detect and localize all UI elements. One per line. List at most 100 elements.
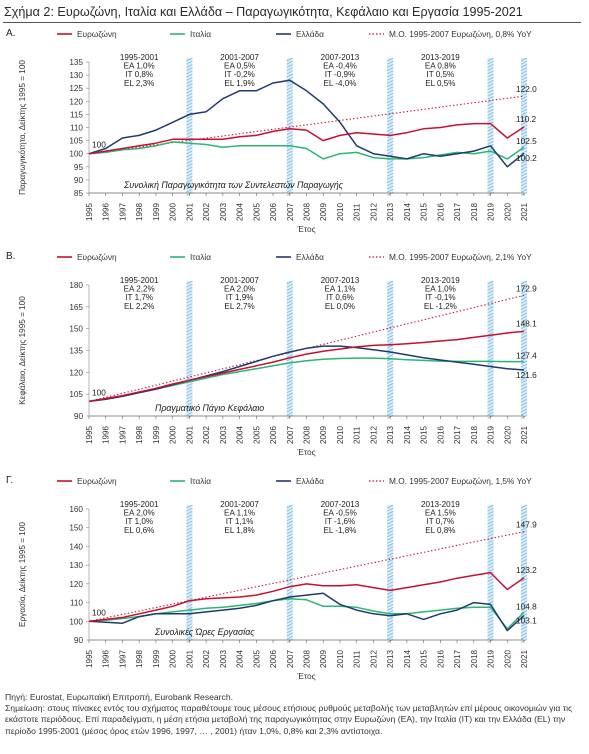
period-band-hatch — [520, 578, 528, 582]
period-band-hatch — [487, 629, 494, 634]
x-tick-label: 2014 — [403, 202, 412, 221]
period-band-hatch — [186, 389, 193, 394]
period-band-hatch — [386, 559, 394, 563]
period-note-line: EL 0,5% — [425, 79, 455, 88]
period-band-hatch — [186, 172, 193, 177]
period-band-hatch — [487, 89, 494, 94]
y-axis-title: Εργασία, Δείκτης 1995 = 100 — [18, 522, 27, 627]
x-tick-label: 1997 — [118, 202, 127, 221]
period-band-hatch — [386, 166, 394, 171]
x-tick-label: 2010 — [336, 649, 345, 668]
period-band-hatch — [520, 536, 528, 541]
period-band-hatch — [520, 137, 528, 142]
period-band-hatch — [286, 507, 293, 512]
period-band-hatch — [520, 354, 528, 358]
period-band-hatch — [386, 115, 394, 119]
period-band-hatch — [286, 328, 293, 333]
period-band-hatch — [520, 185, 528, 190]
period-band-hatch — [186, 166, 193, 171]
period-band-hatch — [487, 160, 494, 164]
period-band-hatch — [386, 335, 394, 339]
period-note-line: EL 2,2% — [124, 302, 154, 311]
period-band-hatch — [520, 176, 528, 180]
period-band-2019 — [487, 280, 494, 419]
period-band-hatch — [186, 616, 193, 621]
x-tick-label: 1998 — [135, 425, 144, 444]
period-band-hatch — [520, 179, 528, 183]
period-band-hatch — [286, 386, 293, 390]
period-band-hatch — [286, 373, 293, 378]
period-band-hatch — [487, 565, 494, 570]
period-band-hatch — [487, 527, 494, 531]
period-band-hatch — [487, 96, 494, 100]
period-band-hatch — [487, 299, 494, 304]
period-band-hatch — [520, 568, 528, 573]
period-band-hatch — [487, 134, 494, 139]
period-band-hatch — [386, 536, 394, 541]
period-band-2021 — [520, 57, 528, 196]
period-note-line: 2013-2019 — [421, 500, 460, 509]
period-band-hatch — [520, 584, 528, 589]
period-band-hatch — [487, 137, 494, 142]
period-band-hatch — [386, 530, 394, 534]
period-band-hatch — [386, 57, 394, 62]
period-band-hatch — [186, 517, 193, 522]
period-band-hatch — [186, 546, 193, 550]
period-band-hatch — [487, 322, 494, 326]
x-tick-label: 1996 — [102, 202, 111, 221]
period-band-hatch — [286, 402, 293, 406]
period-band-hatch — [286, 134, 293, 139]
period-band-hatch — [286, 405, 293, 410]
period-band-fill — [286, 505, 293, 640]
period-band-hatch — [520, 360, 528, 365]
x-tick-label: 1999 — [152, 202, 161, 221]
period-band-hatch — [286, 105, 293, 110]
period-band-hatch — [386, 73, 394, 78]
period-band-hatch — [487, 335, 494, 339]
period-band-hatch — [386, 347, 394, 352]
period-band-hatch — [286, 389, 293, 394]
period-band-hatch — [386, 92, 394, 97]
period-band-hatch — [487, 581, 494, 586]
period-band-hatch — [286, 523, 293, 528]
period-band-hatch — [386, 163, 394, 167]
period-band-hatch — [520, 89, 528, 94]
period-band-hatch — [286, 536, 293, 541]
period-band-hatch — [186, 533, 193, 538]
period-band-hatch — [520, 144, 528, 148]
period-band-hatch — [186, 357, 193, 362]
period-band-hatch — [286, 587, 293, 592]
period-band-hatch — [520, 290, 528, 294]
period-band-hatch — [487, 163, 494, 167]
period-band-hatch — [286, 57, 293, 62]
period-band-fill — [186, 281, 193, 416]
period-band-hatch — [487, 296, 494, 301]
period-band-hatch — [487, 341, 494, 346]
period-band-hatch — [186, 619, 193, 624]
period-band-hatch — [286, 319, 293, 323]
period-note-line: IT 1,9% — [226, 293, 254, 302]
period-band-hatch — [520, 523, 528, 528]
period-band-hatch — [186, 67, 193, 71]
period-band-hatch — [386, 140, 394, 145]
period-band-hatch — [520, 105, 528, 110]
x-tick-label: 1997 — [118, 649, 127, 668]
period-band-hatch — [286, 169, 293, 174]
x-tick-label: 2005 — [252, 202, 261, 221]
period-band-hatch — [386, 514, 394, 518]
period-band-hatch — [520, 603, 528, 608]
period-band-hatch — [520, 402, 528, 406]
period-band-hatch — [286, 607, 293, 611]
period-band-hatch — [286, 344, 293, 349]
period-band-hatch — [487, 185, 494, 190]
period-band-hatch — [520, 70, 528, 75]
period-band-hatch — [186, 523, 193, 528]
x-tick-label: 2011 — [353, 426, 362, 444]
period-band-hatch — [386, 99, 394, 103]
period-band-2021 — [520, 280, 528, 419]
period-band-hatch — [386, 392, 394, 397]
period-band-hatch — [186, 83, 193, 87]
period-band-hatch — [520, 562, 528, 566]
x-tick-label: 1999 — [152, 649, 161, 668]
period-band-hatch — [186, 623, 193, 627]
